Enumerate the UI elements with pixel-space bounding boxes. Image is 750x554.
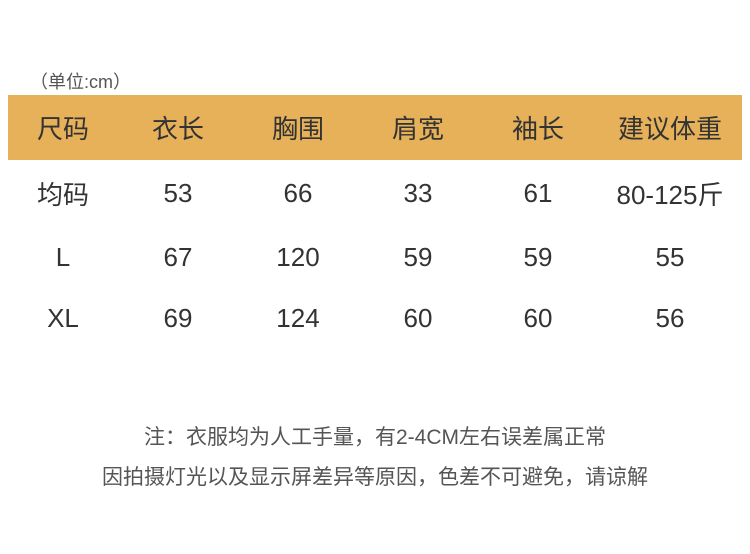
note-line-1: 注：衣服均为人工手量，有2-4CM左右误差属正常 [0, 418, 750, 458]
note-line-2: 因拍摄灯光以及显示屏差异等原因，色差不可避免，请谅解 [0, 458, 750, 498]
cell: 53 [118, 160, 238, 227]
table-row: 均码 53 66 33 61 80-125斤 [8, 160, 742, 227]
unit-label: （单位:cm） [30, 68, 131, 94]
cell: L [8, 227, 118, 288]
cell: XL [8, 288, 118, 349]
cell: 60 [358, 288, 478, 349]
cell: 61 [478, 160, 598, 227]
col-length: 衣长 [118, 95, 238, 160]
table-header-row: 尺码 衣长 胸围 肩宽 袖长 建议体重 [8, 95, 742, 160]
cell: 60 [478, 288, 598, 349]
notes-block: 注：衣服均为人工手量，有2-4CM左右误差属正常 因拍摄灯光以及显示屏差异等原因… [0, 418, 750, 498]
cell: 69 [118, 288, 238, 349]
col-shoulder: 肩宽 [358, 95, 478, 160]
table-row: XL 69 124 60 60 56 [8, 288, 742, 349]
col-size: 尺码 [8, 95, 118, 160]
table-row: L 67 120 59 59 55 [8, 227, 742, 288]
col-weight: 建议体重 [598, 95, 742, 160]
cell: 55 [598, 227, 742, 288]
cell: 66 [238, 160, 358, 227]
cell: 均码 [8, 160, 118, 227]
cell: 120 [238, 227, 358, 288]
cell: 59 [478, 227, 598, 288]
cell: 67 [118, 227, 238, 288]
size-table: 尺码 衣长 胸围 肩宽 袖长 建议体重 均码 53 66 33 61 80-12… [8, 95, 742, 349]
cell: 33 [358, 160, 478, 227]
cell: 56 [598, 288, 742, 349]
col-sleeve: 袖长 [478, 95, 598, 160]
cell: 124 [238, 288, 358, 349]
cell: 80-125斤 [598, 160, 742, 227]
cell: 59 [358, 227, 478, 288]
col-bust: 胸围 [238, 95, 358, 160]
